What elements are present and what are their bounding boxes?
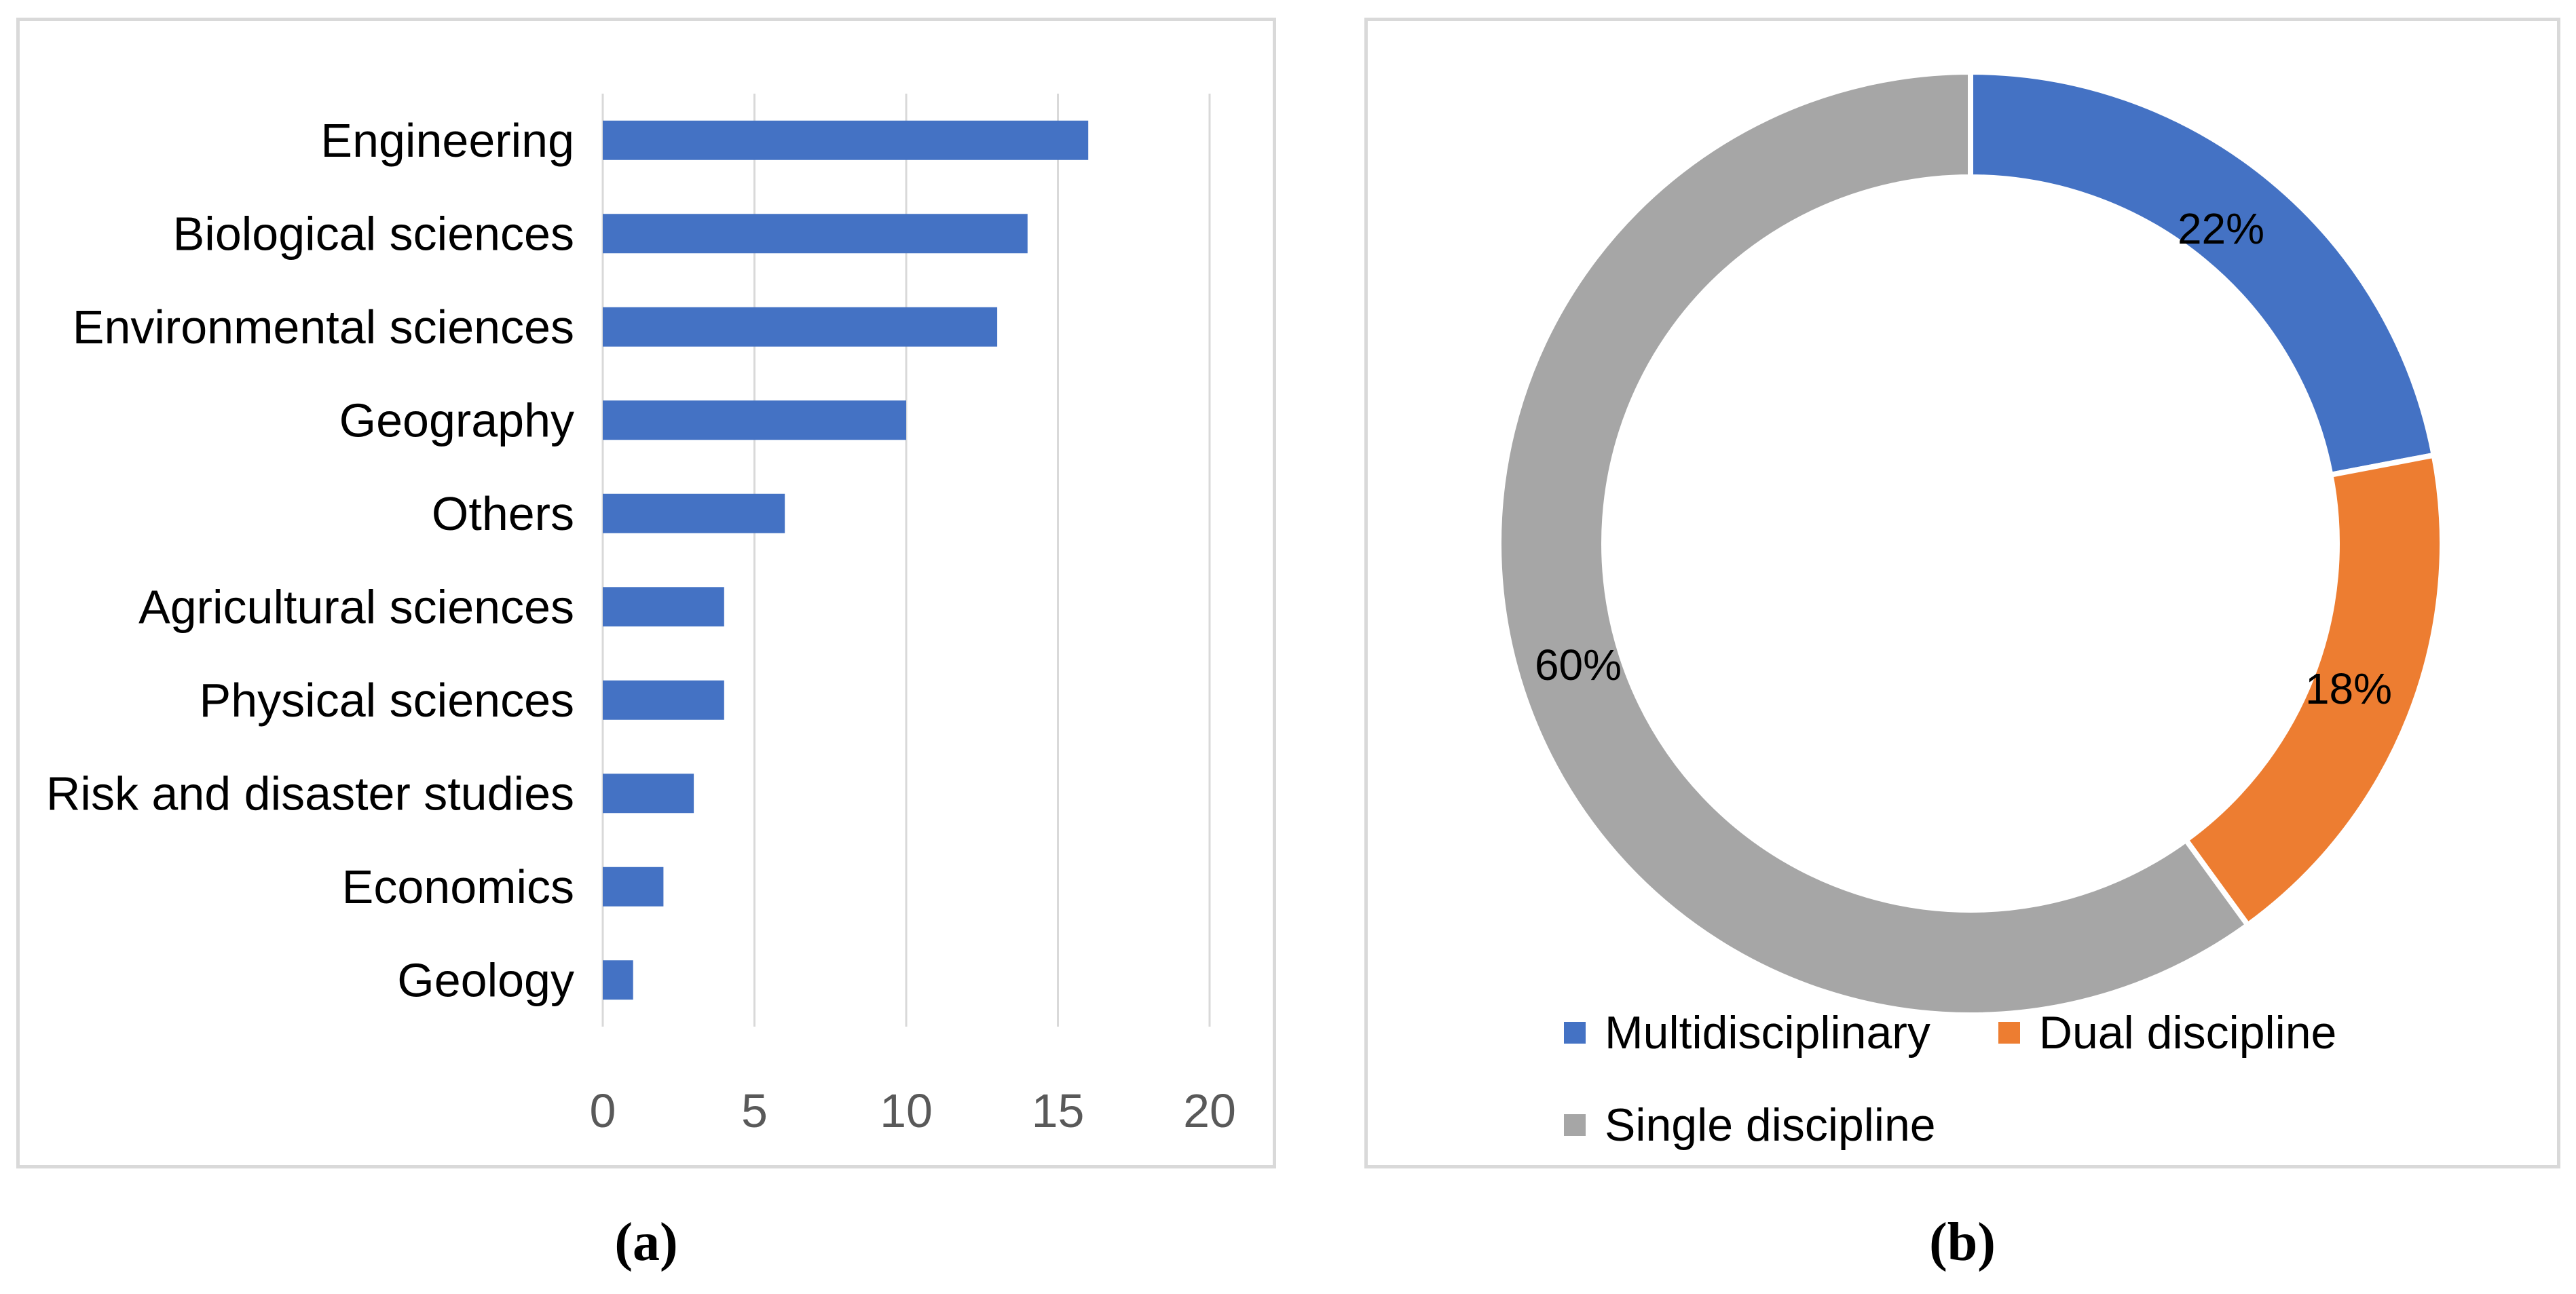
category-label: Environmental sciences bbox=[73, 301, 574, 354]
x-tick-label: 15 bbox=[1032, 1084, 1085, 1137]
data-label-multidisciplinary: 22% bbox=[2177, 204, 2265, 253]
bar-chart-canvas: Engineering Biological sciences Environmen… bbox=[46, 94, 1236, 1137]
panel-a-bar-chart: Engineering Biological sciences Environmen… bbox=[16, 18, 1276, 1168]
donut-slice-single-discipline bbox=[1496, 69, 2251, 1018]
legend-item-dual-discipline: Dual discipline bbox=[1998, 1006, 2336, 1059]
donut-slice-multidisciplinary bbox=[1968, 69, 2437, 478]
donut-chart-canvas bbox=[1496, 69, 2446, 1018]
category-label: Economics bbox=[342, 860, 574, 913]
legend-row-1: Multidisciplinary Dual discipline bbox=[1564, 1006, 2336, 1059]
bar bbox=[603, 120, 1089, 160]
legend-item-single-discipline: Single discipline bbox=[1564, 1099, 1936, 1152]
legend-swatch-single-discipline bbox=[1564, 1114, 1586, 1136]
category-label: Physical sciences bbox=[200, 674, 574, 727]
panel-b-donut-chart: 22% 18% 60% Multidisciplinary Dual disci… bbox=[1364, 18, 2560, 1168]
legend-label-single-discipline: Single discipline bbox=[1605, 1099, 1936, 1151]
category-label: Biological sciences bbox=[173, 207, 574, 260]
x-tick-label: 0 bbox=[590, 1084, 616, 1137]
caption-b: (b) bbox=[1929, 1213, 1996, 1272]
bar bbox=[603, 307, 998, 347]
caption-a: (a) bbox=[614, 1213, 678, 1272]
bar bbox=[603, 214, 1028, 254]
legend-swatch-multidisciplinary bbox=[1564, 1022, 1586, 1044]
bar bbox=[603, 400, 906, 440]
bar bbox=[603, 774, 694, 814]
category-label: Engineering bbox=[320, 114, 574, 167]
legend-row-2: Single discipline bbox=[1564, 1099, 2336, 1152]
bar bbox=[603, 680, 724, 720]
bar bbox=[603, 867, 664, 907]
category-label: Others bbox=[432, 487, 574, 540]
bar bbox=[603, 493, 785, 533]
x-tick-label: 10 bbox=[880, 1084, 933, 1137]
legend-label-dual-discipline: Dual discipline bbox=[2038, 1007, 2337, 1059]
x-tick-label: 20 bbox=[1183, 1084, 1236, 1137]
x-tick-label: 5 bbox=[741, 1084, 768, 1137]
bar bbox=[603, 587, 724, 627]
legend: Multidisciplinary Dual discipline Single… bbox=[1564, 1006, 2336, 1152]
category-label: Geology bbox=[397, 953, 574, 1006]
data-label-dual-discipline: 18% bbox=[2304, 664, 2393, 713]
legend-swatch-dual-discipline bbox=[1998, 1022, 2020, 1044]
legend-item-multidisciplinary: Multidisciplinary bbox=[1564, 1006, 1930, 1059]
legend-label-multidisciplinary: Multidisciplinary bbox=[1605, 1007, 1930, 1059]
category-label: Risk and disaster studies bbox=[46, 767, 574, 820]
data-label-single-discipline: 60% bbox=[1534, 641, 1622, 689]
bar bbox=[603, 960, 633, 1000]
category-label: Geography bbox=[339, 394, 574, 446]
category-label: Agricultural sciences bbox=[138, 580, 574, 633]
